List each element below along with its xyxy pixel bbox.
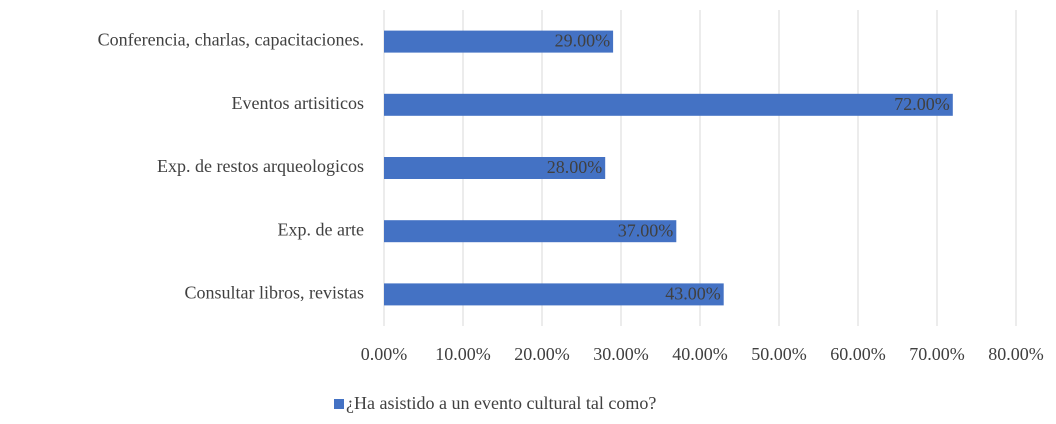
data-label: 72.00%	[894, 94, 950, 114]
x-tick-label: 50.00%	[751, 344, 807, 364]
x-tick-label: 40.00%	[672, 344, 728, 364]
bar	[384, 220, 677, 243]
y-tick-label: Consultar libros, revistas	[185, 283, 364, 303]
y-tick-label: Eventos artisiticos	[232, 93, 364, 113]
x-tick-label: 60.00%	[830, 344, 886, 364]
bar	[384, 93, 953, 116]
data-label: 29.00%	[555, 31, 611, 51]
y-tick-label: Conferencia, charlas, capacitaciones.	[98, 30, 364, 50]
data-label: 28.00%	[547, 157, 603, 177]
y-tick-label: Exp. de arte	[278, 219, 364, 239]
x-tick-label: 20.00%	[514, 344, 570, 364]
data-label: 37.00%	[618, 220, 674, 240]
bar	[384, 30, 614, 53]
x-tick-label: 0.00%	[361, 344, 408, 364]
legend-swatch	[334, 399, 344, 409]
x-tick-label: 30.00%	[593, 344, 649, 364]
x-tick-label: 10.00%	[435, 344, 491, 364]
x-tick-label: 70.00%	[909, 344, 965, 364]
legend-label: ¿Ha asistido a un evento cultural tal co…	[346, 393, 656, 413]
y-tick-label: Exp. de restos arqueologicos	[157, 156, 364, 176]
x-tick-label: 80.00%	[988, 344, 1044, 364]
bar	[384, 157, 606, 179]
data-label: 43.00%	[665, 284, 721, 304]
bar	[384, 283, 724, 306]
